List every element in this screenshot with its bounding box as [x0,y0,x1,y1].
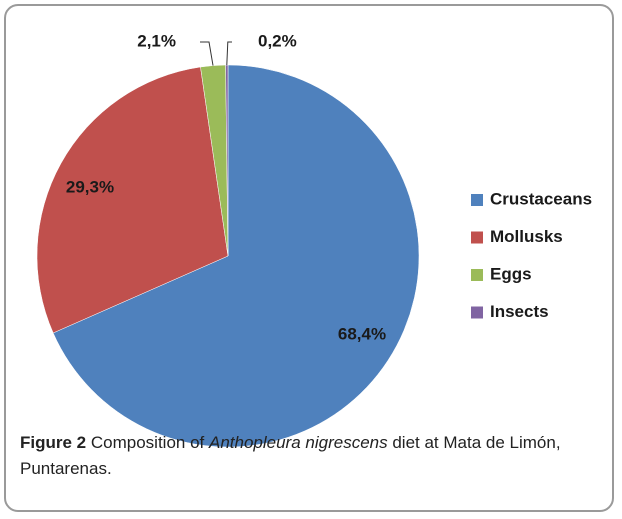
legend-label: Insects [490,302,549,321]
pie-slice [225,64,229,257]
legend-swatch [471,194,483,206]
legend-label: Crustaceans [490,189,592,208]
leader-line [226,41,232,66]
caption-label: Figure 2 [20,433,87,452]
caption-text: diet at Mata de Limón, Puntarenas. [20,433,561,478]
data-label: 0,2% [258,31,297,50]
legend-swatch [471,269,483,281]
legend-swatch [471,231,483,244]
data-label: 29,3% [66,177,114,196]
frame [4,4,614,512]
legend-label: Eggs [490,264,532,283]
leader-line [200,41,214,66]
legend-label: Mollusks [490,227,563,246]
data-label: 2,1% [137,31,176,50]
pie-slice [52,64,420,448]
caption-text: Composition of [90,433,205,452]
data-label: 68,4% [338,324,386,343]
pie-slice [36,66,229,334]
legend-swatch [471,306,483,319]
caption: Figure 2 Composition of Anthopleura nigr… [20,430,600,482]
caption-species: Anthopleura nigrescens [208,433,388,452]
